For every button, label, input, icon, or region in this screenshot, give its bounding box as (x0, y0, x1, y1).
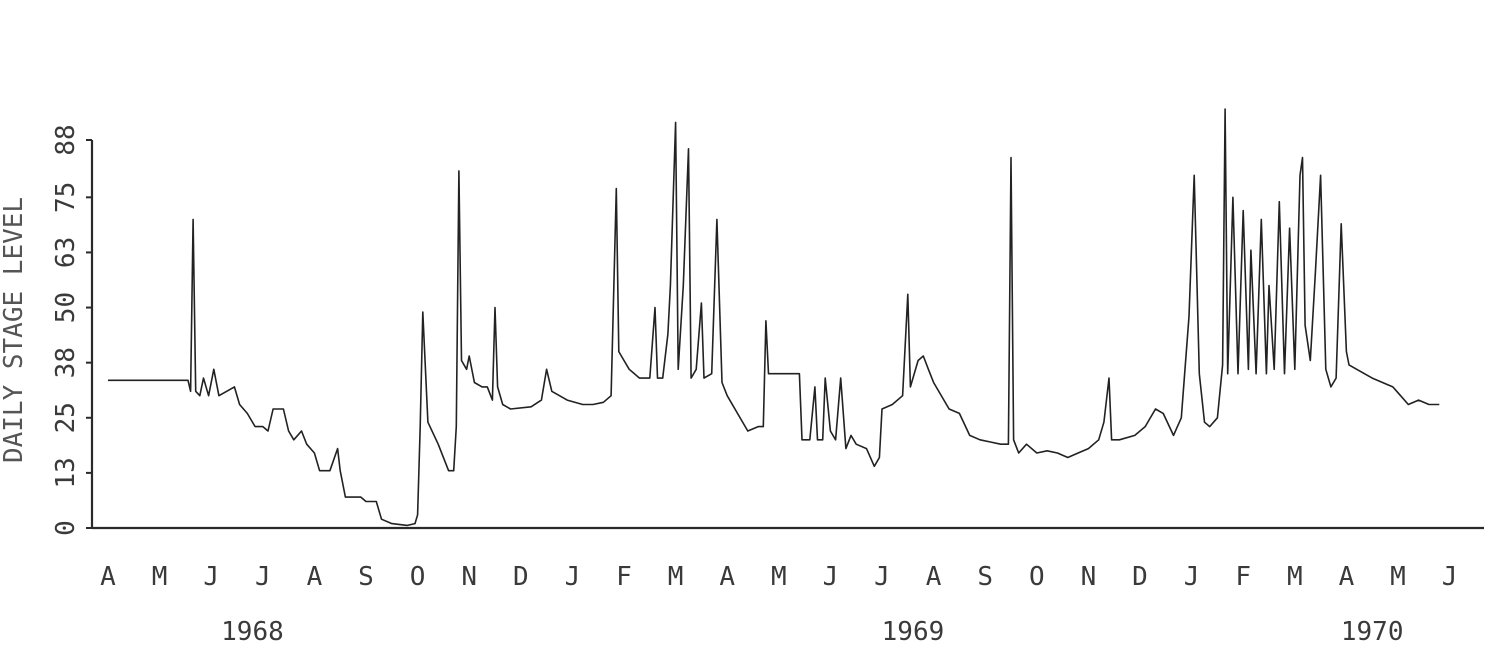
month-tick-label: J (1184, 562, 1200, 592)
month-tick-label: A (100, 562, 116, 592)
year-labels: 1968 1969 1970 (221, 617, 1403, 647)
month-tick-label: M (1287, 562, 1303, 592)
y-tick-label: 25 (51, 402, 81, 433)
month-tick-label: N (1081, 562, 1097, 592)
month-tick-label: J (874, 562, 890, 592)
y-tick-label: 75 (51, 182, 81, 213)
month-tick-label: A (1339, 562, 1355, 592)
month-tick-label: D (1132, 562, 1148, 592)
y-tick-label: 63 (51, 237, 81, 268)
y-tick-label: 38 (51, 347, 81, 378)
month-tick-label: J (823, 562, 839, 592)
month-tick-label: M (152, 562, 168, 592)
stage-level-series-line (108, 108, 1440, 527)
series-group (108, 108, 1440, 527)
month-tick-label: D (513, 562, 529, 592)
month-tick-label: J (203, 562, 219, 592)
y-tick-labels: 0 13 25 38 50 63 75 88 (51, 124, 92, 536)
y-tick-label: 13 (51, 457, 81, 488)
year-label: 1968 (221, 617, 284, 647)
month-tick-label: O (1029, 562, 1045, 592)
y-axis-label: DAILY STAGE LEVEL (0, 197, 29, 463)
month-tick-label: F (1235, 562, 1251, 592)
month-tick-label: A (719, 562, 735, 592)
month-tick-label: A (926, 562, 942, 592)
y-tick-label: 0 (51, 520, 81, 536)
month-tick-label: O (410, 562, 426, 592)
month-tick-label: J (1442, 562, 1458, 592)
month-tick-label: M (1390, 562, 1406, 592)
month-tick-label: J (565, 562, 581, 592)
month-tick-label: S (358, 562, 374, 592)
y-tick-label: 88 (51, 124, 81, 155)
month-tick-label: M (771, 562, 787, 592)
month-tick-label: J (255, 562, 271, 592)
month-tick-label: F (616, 562, 632, 592)
year-label: 1969 (882, 617, 945, 647)
month-tick-label: M (668, 562, 684, 592)
month-tick-label: S (977, 562, 993, 592)
year-label: 1970 (1341, 617, 1404, 647)
month-tick-label: A (307, 562, 323, 592)
month-tick-label: N (461, 562, 477, 592)
y-tick-label: 50 (51, 292, 81, 323)
